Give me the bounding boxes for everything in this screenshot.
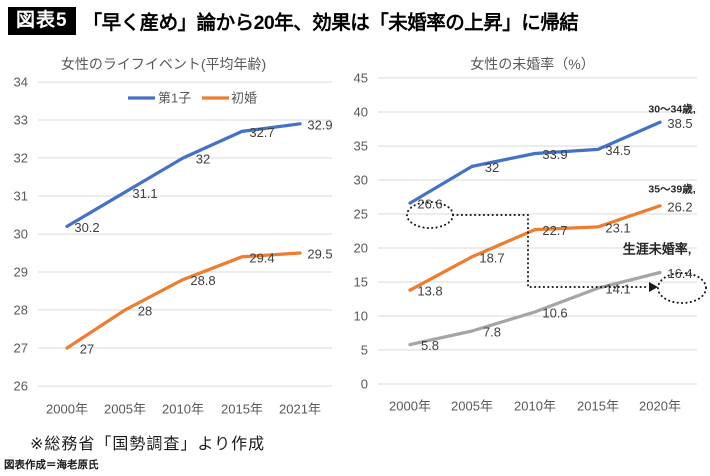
y-axis-tick-label: 5 [361,343,368,358]
data-label-s1: 28.8 [190,273,215,288]
y-axis-tick-label: 10 [354,309,368,324]
data-label-s1: 13.8 [417,284,442,299]
left-chart-svg: 26 27 28 29 30 31 32 33 34 2000年 2005年 2010年 2015年 20… [14,75,333,417]
data-label-s0: 26.6 [417,197,442,212]
x-axis-tick-label: 2010年 [162,402,204,417]
data-label-s0: 32 [485,160,499,175]
data-label-s1: 28 [138,304,152,319]
x-axis-tick-label: 2005年 [104,402,146,417]
source-note: ※総務省「国勢調査」より作成 [30,436,266,453]
data-label-s0: 30.2 [74,220,99,235]
series-line-2 [408,270,662,347]
series-name-label-0: 30〜34歳, [648,103,695,116]
y-axis-tick-label: 33 [14,113,28,128]
x-axis-tick-label: 2015年 [221,402,263,417]
legend-label-1: 初婚 [231,91,257,106]
data-label-s1: 29.5 [307,247,332,262]
data-label-s1: 26.2 [667,199,692,214]
data-label-s2: 10.6 [542,305,567,320]
x-axis-tick-label: 2020年 [639,399,681,414]
credit-note: 図表作成＝海老原氏 [4,459,99,471]
y-axis-tick-label: 27 [14,341,28,356]
data-label-s2: 16.4 [667,266,692,281]
page-header: 図表5 「早く産め」論から20年、効果は「未婚率の上昇」に帰結 [8,6,579,35]
page-title: 「早く産め」論から20年、効果は「未婚率の上昇」に帰結 [82,12,579,34]
data-label-s0: 32.9 [307,117,332,132]
x-axis-tick-label: 2021年 [279,402,321,417]
series-name-label-2: 生涯未婚率, [623,242,692,257]
figure-number-badge: 図表5 [8,6,76,35]
series-line-0 [408,120,662,205]
legend-label-0: 第1子 [158,91,191,106]
right-chart-svg: 0 5 10 15 20 25 30 35 40 45 2000年 2005年 2010年 2015年 20… [354,71,707,414]
x-axis-tick-label: 2015年 [577,399,619,414]
x-axis-tick-label: 2000年 [46,402,88,417]
y-axis-tick-label: 25 [354,207,368,222]
annotation-dotted-connector [452,214,650,288]
data-label-s0: 33.9 [542,147,567,162]
y-axis-tick-label: 35 [354,139,368,154]
right-chart-figure: 女性の未婚率（%） 0 5 10 15 20 25 30 35 40 45 2000年 2005年 20… [354,48,710,420]
y-axis-tick-label: 15 [354,275,368,290]
data-label-s0: 31.1 [132,186,157,201]
data-label-s1: 27 [80,342,94,357]
x-axis-tick-label: 2005年 [451,399,493,414]
data-label-s1: 22.7 [542,223,567,238]
data-label-s2: 5.8 [421,338,439,353]
annotation-arrowhead-icon [649,282,658,292]
y-axis-tick-label: 31 [14,189,28,204]
y-axis-tick-label: 30 [354,173,368,188]
y-axis-tick-label: 28 [14,303,28,318]
y-axis-tick-label: 40 [354,105,368,120]
series-name-label-1: 35〜39歳, [648,183,695,196]
y-axis-tick-label: 29 [14,265,28,280]
data-label-s1: 23.1 [605,220,630,235]
y-axis-tick-label: 34 [14,75,28,90]
y-axis-tick-label: 0 [361,377,368,392]
x-axis-tick-label: 2010年 [514,399,556,414]
series-line-0 [65,122,302,229]
y-axis-tick-label: 20 [354,241,368,256]
data-label-s2: 7.8 [483,325,501,340]
data-label-s2: 14.1 [605,282,630,297]
x-axis-tick-label: 2000年 [389,399,431,414]
series-line-1 [65,251,302,350]
data-label-s0: 32 [196,152,210,167]
data-label-s0: 32.7 [249,125,274,140]
data-label-s0: 34.5 [605,143,630,158]
left-chart-title: 女性のライフイベント(平均年齢) [60,56,267,72]
y-axis-tick-label: 26 [14,379,28,394]
series-line-1 [408,204,662,292]
data-label-s1: 29.4 [249,250,274,265]
data-label-s0: 38.5 [667,116,692,131]
y-axis-tick-label: 45 [354,71,368,86]
y-axis-tick-label: 30 [14,227,28,242]
right-chart-title: 女性の未婚率（%） [470,56,595,72]
left-chart-figure: 女性のライフイベント(平均年齢) 26 27 28 29 30 31 32 33 34 2000年… [0,48,355,420]
annotation-ellipse-to [657,272,707,304]
data-label-s1: 18.7 [479,250,504,265]
y-axis-tick-label: 32 [14,151,28,166]
